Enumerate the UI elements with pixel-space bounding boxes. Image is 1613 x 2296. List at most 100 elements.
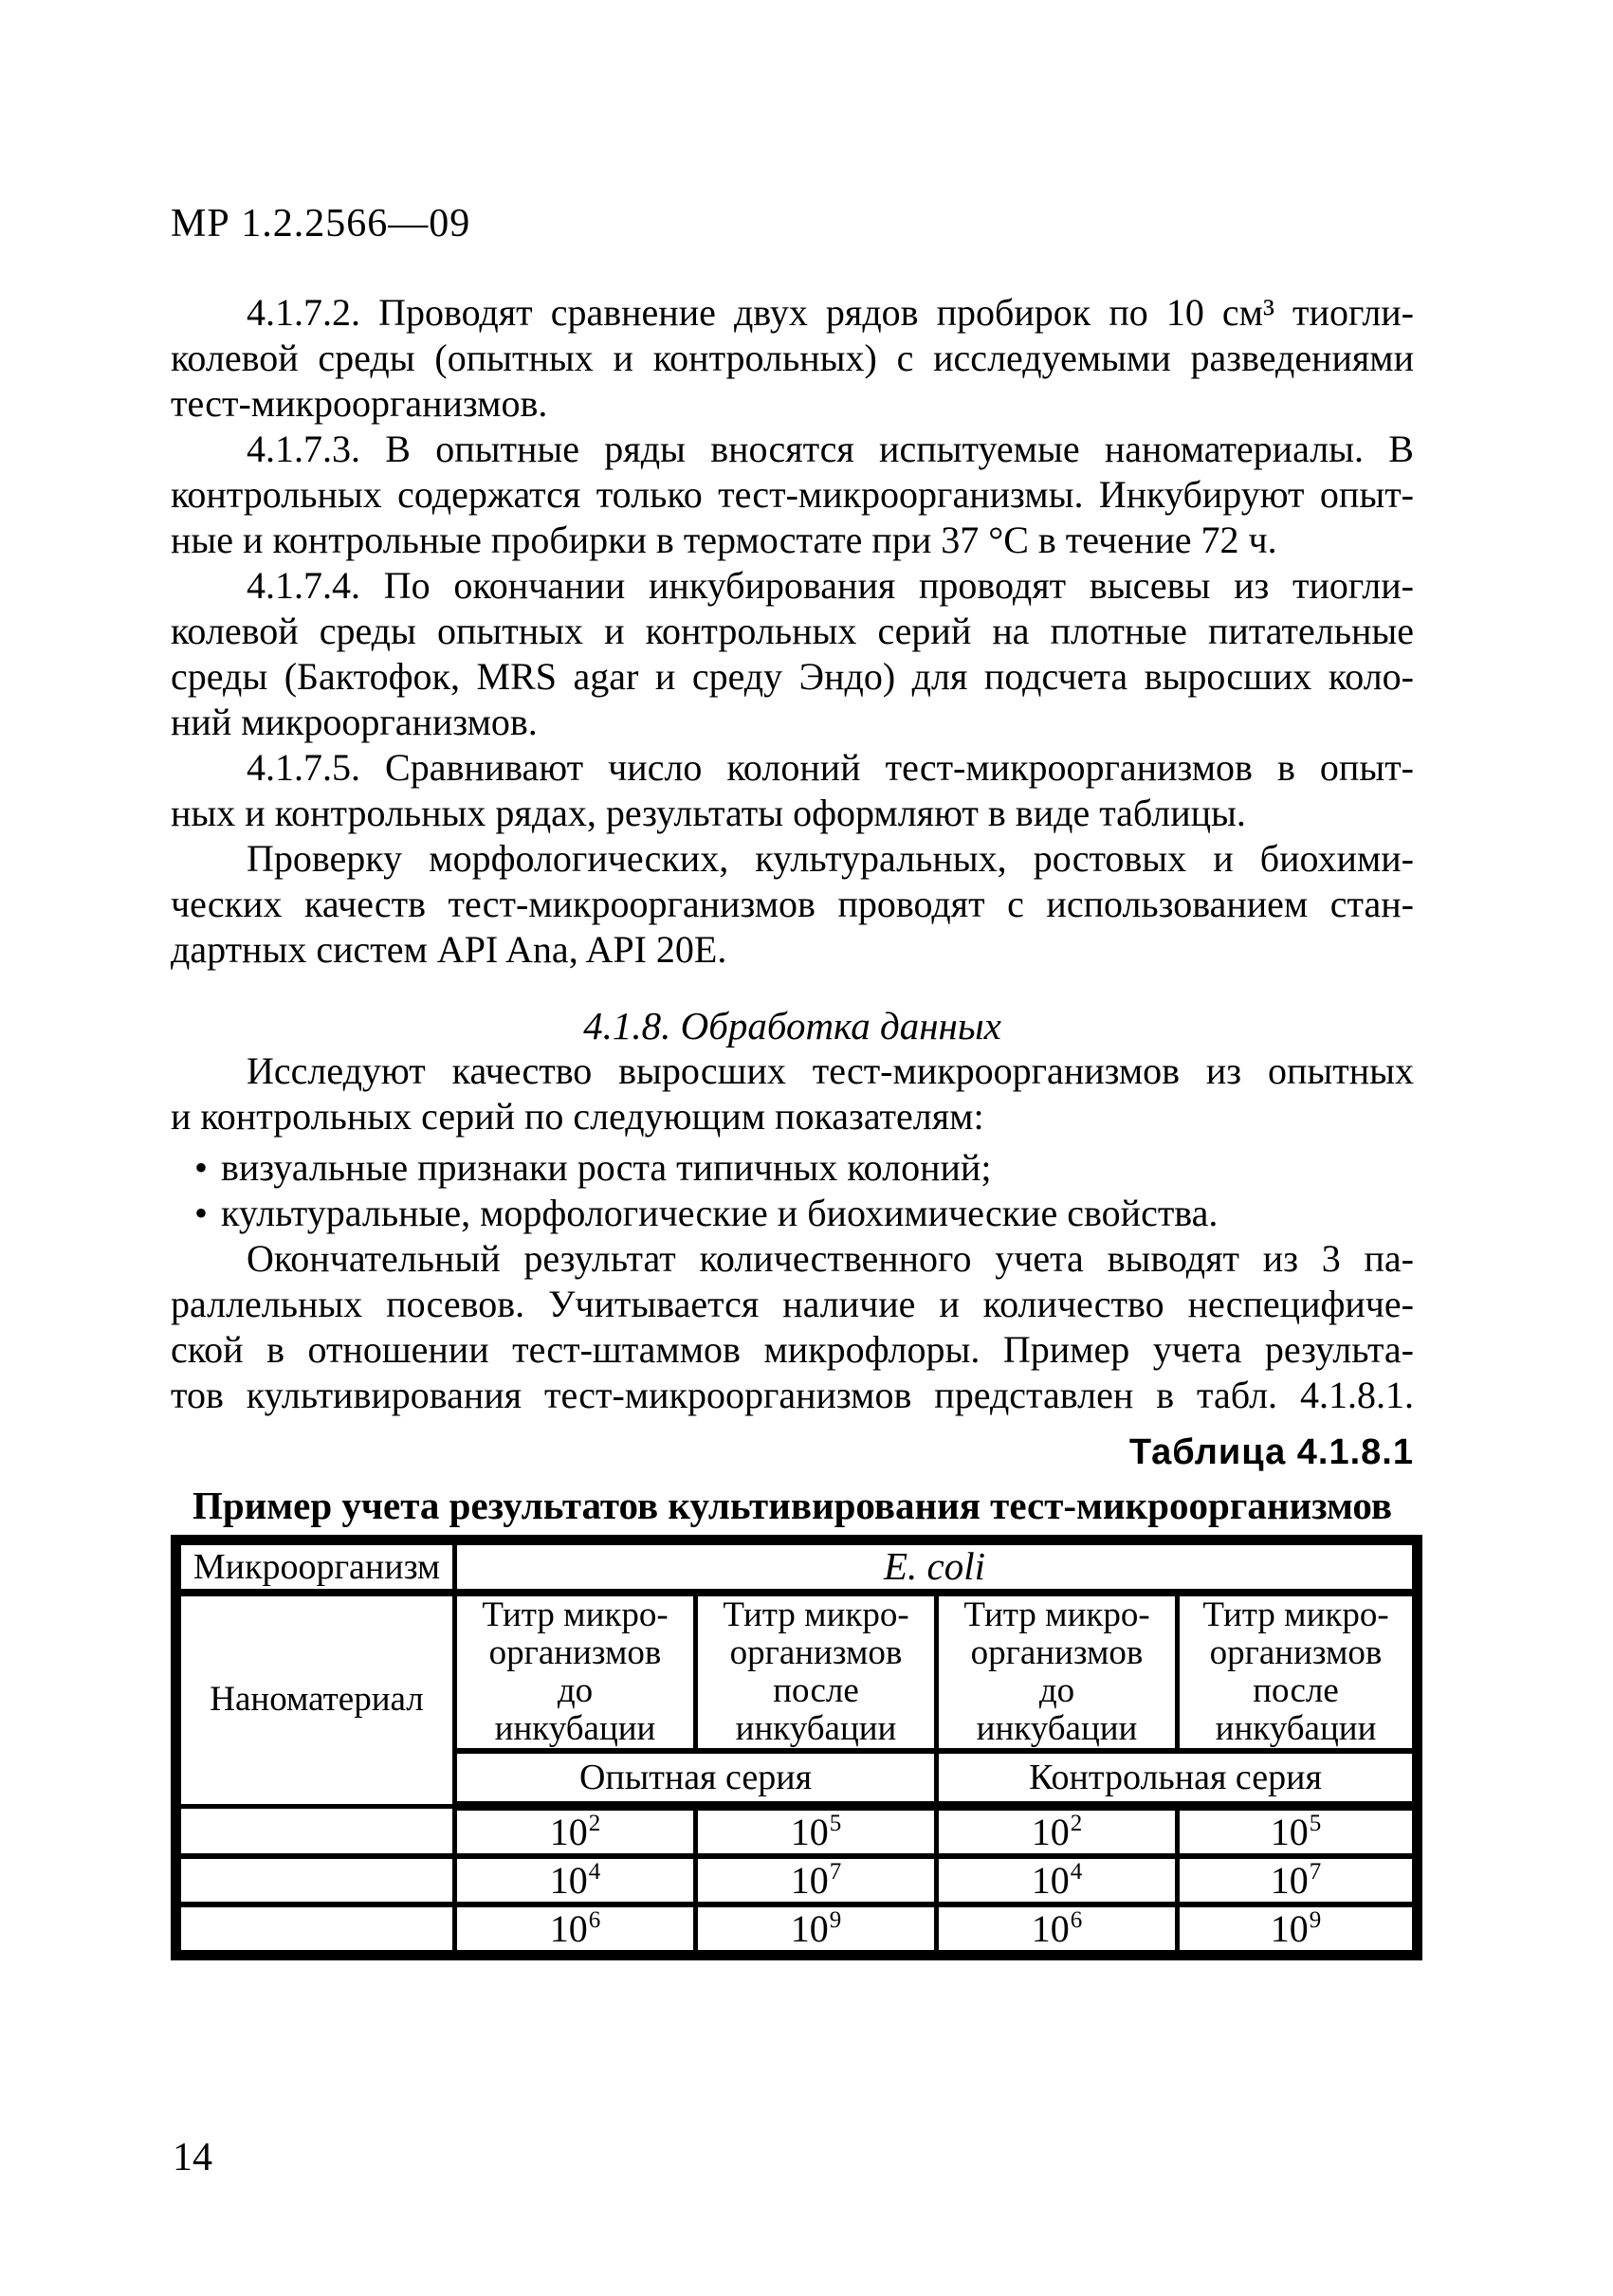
paragraph-4-1-7-3: 4.1.7.3. В опытные ряды вносятся испытуе… — [171, 427, 1414, 563]
titer-line: инкубации — [494, 1709, 656, 1748]
titer-line: организмов — [970, 1633, 1144, 1672]
empty-cell — [174, 1853, 457, 1907]
text-line: 4.1.7.3. В опытные ряды вносятся испытуе… — [247, 428, 1414, 470]
table-row-titer-headers: Наноматериал Титр микро- организмов до и… — [174, 1590, 1421, 1809]
document-code-header: МР 1.2.2566—09 — [171, 202, 471, 246]
text-line: ческих качеств тест-микроорганизмов пров… — [171, 883, 1414, 925]
paragraph-4-1-7-5: 4.1.7.5. Сравнивают число колоний тест-м… — [171, 745, 1414, 836]
titer-line: организмов — [488, 1633, 662, 1672]
titer-line: Титр микро- — [723, 1595, 909, 1634]
paragraph-4-1-7-2: 4.1.7.2. Проводят сравнение двух рядов п… — [171, 290, 1414, 427]
titer-value-cell: 106 — [934, 1902, 1180, 1959]
text-line: ные и контрольные пробирки в термостате … — [171, 519, 1277, 561]
titer-base: 10 — [549, 1906, 588, 1950]
titer-line: Титр микро- — [482, 1595, 669, 1634]
titer-base: 10 — [549, 1810, 588, 1853]
paragraph-issleduyut: Исследуют качество выросших тест-микроор… — [171, 1048, 1414, 1139]
titer-base: 10 — [1270, 1858, 1309, 1902]
table-row-microorganism: Микроорганизм E. coli — [174, 1538, 1421, 1596]
table-data-row: 102 105 102 105 — [174, 1803, 1421, 1859]
text-line: тов культивирования тест-микроорганизмов… — [171, 1374, 1414, 1416]
bullet-text: культуральные, морфологические и биохими… — [221, 1192, 1219, 1234]
text-line: дартных систем API Ana, API 20E. — [171, 928, 727, 971]
paragraph-4-1-7-4: 4.1.7.4. По окончании инкубирования пров… — [171, 563, 1414, 745]
titer-header-cell: Титр микро- организмов до инкубации — [452, 1590, 698, 1754]
titer-value-cell: 104 — [452, 1853, 698, 1907]
table-row-series: Опытная серия Контрольная серия — [176, 1748, 1421, 1811]
titer-header-cell: Титр микро- организмов до инкубации — [934, 1590, 1180, 1754]
text-line: колевой среды опытных и контрольных сери… — [171, 610, 1414, 652]
ecoli-label: E. coli — [884, 1544, 986, 1588]
text-line: контрольных содержатся только тест-микро… — [171, 473, 1414, 516]
table-number-label: Таблица 4.1.8.1 — [1128, 1432, 1414, 1472]
titer-exponent: 7 — [1309, 1858, 1322, 1885]
page-number: 14 — [173, 2136, 212, 2179]
bullet-icon: • — [194, 1146, 209, 1189]
titer-base: 10 — [790, 1858, 829, 1902]
titer-header-cell: Титр микро- организмов после инкубации — [693, 1590, 939, 1754]
titer-value-cell: 106 — [452, 1902, 698, 1959]
text-line: среды (Бактофок, MRS agar и среду Эндо) … — [171, 655, 1414, 698]
bullet-text: визуальные признаки роста типичных колон… — [221, 1146, 992, 1189]
empty-cell — [174, 1803, 457, 1859]
titer-base: 10 — [1031, 1810, 1070, 1853]
document-body: 4.1.7.2. Проводят сравнение двух рядов п… — [171, 290, 1423, 1960]
titer-base: 10 — [790, 1906, 829, 1950]
titer-value-cell: 104 — [934, 1853, 1180, 1907]
text-line: Исследуют качество выросших тест-микроор… — [247, 1049, 1414, 1092]
titer-line: после — [1253, 1671, 1339, 1710]
text-line: ской в отношении тест-штаммов микрофлоры… — [171, 1328, 1414, 1371]
titer-value-cell: 105 — [1174, 1803, 1421, 1859]
titer-value-cell: 105 — [693, 1803, 939, 1859]
microorganism-value-cell: E. coli — [451, 1538, 1421, 1596]
titer-value-cell: 107 — [1174, 1853, 1421, 1907]
section-heading-4-1-8: 4.1.8. Обработка данных — [583, 1004, 1001, 1048]
bullet-icon: • — [194, 1192, 209, 1234]
results-table: Микроорганизм E. coli Наноматериал Титр … — [171, 1535, 1423, 1960]
titer-line: организмов — [729, 1633, 903, 1672]
paragraph-final-result: Окончательный результат количественного … — [171, 1236, 1414, 1418]
titer-line: инкубации — [735, 1709, 897, 1748]
bullet-item-visual: • визуальные признаки роста типичных коло… — [194, 1145, 1414, 1191]
titer-base: 10 — [1270, 1810, 1309, 1853]
titer-base: 10 — [549, 1858, 588, 1902]
titer-exponent: 6 — [588, 1906, 601, 1933]
control-series-cell: Контрольная серия — [933, 1748, 1421, 1811]
empty-cell — [174, 1902, 457, 1959]
titer-line: до — [1038, 1671, 1075, 1710]
titer-exponent: 9 — [829, 1906, 842, 1933]
titer-exponent: 5 — [829, 1810, 842, 1836]
titer-exponent: 4 — [588, 1858, 601, 1885]
titer-base: 10 — [1270, 1906, 1309, 1950]
titer-value-cell: 109 — [693, 1902, 939, 1959]
titer-exponent: 5 — [1309, 1810, 1322, 1836]
table-data-row: 104 107 104 107 — [174, 1853, 1421, 1907]
bullet-item-cultural: • культуральные, морфологические и биохим… — [194, 1191, 1414, 1236]
titer-line: инкубации — [976, 1709, 1138, 1748]
titer-exponent: 9 — [1309, 1906, 1322, 1933]
text-line: 4.1.7.2. Проводят сравнение двух рядов п… — [247, 291, 1414, 334]
text-line: и контрольных серий по следующим показат… — [171, 1095, 984, 1138]
table-data-row: 106 109 106 109 — [174, 1902, 1421, 1959]
titer-value-cell: 102 — [452, 1803, 698, 1859]
titer-line: Титр микро- — [1202, 1595, 1389, 1634]
text-line: колевой среды (опытных и контрольных) с … — [171, 337, 1414, 379]
titer-value-cell: 102 — [934, 1803, 1180, 1859]
microorganism-header-cell: Микроорганизм — [174, 1538, 457, 1596]
titer-line: инкубации — [1215, 1709, 1377, 1748]
table-caption: Пример учета результатов культивирования… — [192, 1484, 1393, 1527]
text-line: Проверку морфологических, культуральных,… — [247, 837, 1414, 880]
text-line: 4.1.7.5. Сравнивают число колоний тест-м… — [247, 746, 1414, 789]
nanomaterial-header-cell: Наноматериал — [174, 1590, 457, 1809]
titer-line: после — [773, 1671, 859, 1710]
text-line: тест-микроорганизмов. — [171, 382, 548, 425]
paragraph-check-quality: Проверку морфологических, культуральных,… — [171, 836, 1414, 973]
titer-exponent: 6 — [1070, 1906, 1083, 1933]
titer-value-cell: 109 — [1174, 1902, 1421, 1959]
text-line: ных и контрольных рядах, результаты офор… — [171, 792, 1246, 834]
text-line: раллельных посевов. Учитывается наличие … — [171, 1283, 1414, 1325]
titer-base: 10 — [1031, 1906, 1070, 1950]
titer-header-cell: Титр микро- организмов после инкубации — [1174, 1590, 1421, 1754]
titer-line: Титр микро- — [963, 1595, 1150, 1634]
